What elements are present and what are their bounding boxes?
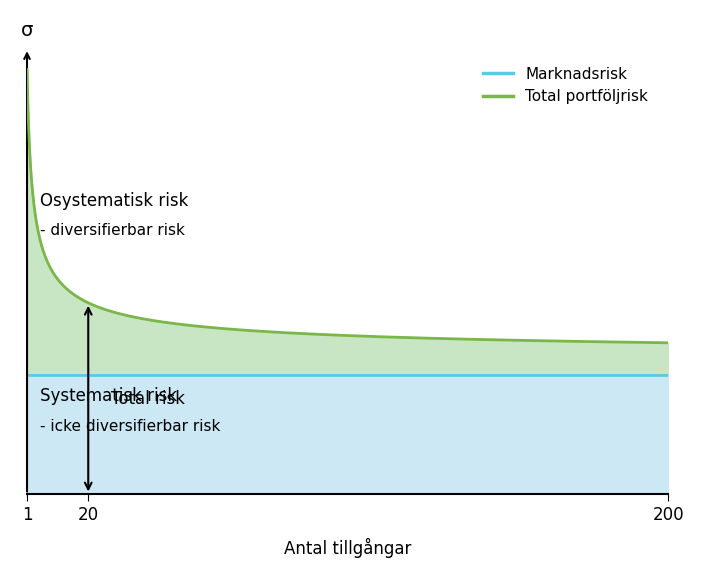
Legend: Marknadsrisk, Total portföljrisk: Marknadsrisk, Total portföljrisk	[477, 60, 654, 110]
Text: Osystematisk risk: Osystematisk risk	[40, 192, 188, 210]
Text: σ: σ	[21, 21, 33, 40]
X-axis label: Antal tillgångar: Antal tillgångar	[284, 538, 412, 558]
Text: Systematisk risk: Systematisk risk	[40, 387, 177, 405]
Text: - diversifierbar risk: - diversifierbar risk	[40, 223, 185, 238]
Text: - icke diversifierbar risk: - icke diversifierbar risk	[40, 419, 220, 434]
Text: Total risk: Total risk	[111, 390, 185, 408]
